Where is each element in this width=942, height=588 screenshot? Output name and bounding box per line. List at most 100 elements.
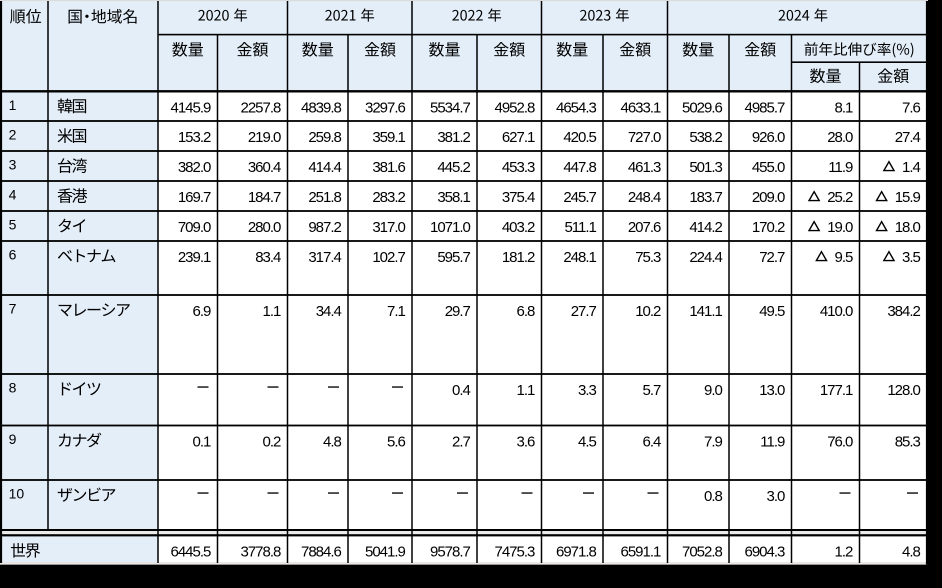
svg-text:183.7: 183.7 bbox=[689, 189, 722, 206]
svg-text:4.8: 4.8 bbox=[902, 544, 921, 561]
svg-text:538.2: 538.2 bbox=[689, 129, 722, 146]
svg-text:410.0: 410.0 bbox=[820, 303, 853, 320]
svg-text:926.0: 926.0 bbox=[752, 129, 785, 146]
svg-text:3778.8: 3778.8 bbox=[241, 544, 282, 561]
svg-text:709.0: 709.0 bbox=[178, 219, 211, 236]
svg-text:34.4: 34.4 bbox=[316, 303, 342, 320]
svg-text:9: 9 bbox=[9, 431, 17, 447]
svg-text:381.6: 381.6 bbox=[372, 159, 405, 176]
svg-text:461.3: 461.3 bbox=[628, 159, 661, 176]
svg-text:9578.7: 9578.7 bbox=[430, 544, 471, 561]
svg-text:358.1: 358.1 bbox=[437, 189, 470, 206]
svg-text:27.4: 27.4 bbox=[895, 129, 921, 146]
svg-text:595.7: 595.7 bbox=[437, 249, 470, 266]
svg-text:76.0: 76.0 bbox=[827, 434, 853, 451]
svg-text:10: 10 bbox=[9, 486, 25, 502]
svg-text:414.4: 414.4 bbox=[308, 159, 341, 176]
svg-text:13.0: 13.0 bbox=[759, 382, 785, 399]
svg-text:445.2: 445.2 bbox=[437, 159, 470, 176]
svg-text:207.6: 207.6 bbox=[628, 219, 661, 236]
svg-text:6: 6 bbox=[9, 247, 17, 263]
svg-text:19.0: 19.0 bbox=[827, 219, 853, 236]
svg-text:8.1: 8.1 bbox=[835, 99, 854, 116]
svg-text:5.7: 5.7 bbox=[643, 382, 662, 399]
svg-text:2257.8: 2257.8 bbox=[241, 99, 282, 116]
svg-text:317.0: 317.0 bbox=[372, 219, 405, 236]
svg-text:5534.7: 5534.7 bbox=[430, 99, 471, 116]
svg-text:83.4: 83.4 bbox=[255, 249, 281, 266]
svg-text:177.1: 177.1 bbox=[820, 382, 853, 399]
svg-text:1.2: 1.2 bbox=[835, 544, 854, 561]
svg-text:317.4: 317.4 bbox=[308, 249, 341, 266]
svg-text:7.1: 7.1 bbox=[387, 303, 406, 320]
svg-text:0.8: 0.8 bbox=[704, 488, 723, 505]
svg-text:209.0: 209.0 bbox=[752, 189, 785, 206]
svg-text:3.3: 3.3 bbox=[578, 382, 597, 399]
svg-text:8: 8 bbox=[9, 380, 17, 396]
svg-text:3.6: 3.6 bbox=[517, 434, 536, 451]
svg-text:11.9: 11.9 bbox=[760, 434, 785, 451]
svg-text:7475.3: 7475.3 bbox=[495, 544, 536, 561]
svg-text:153.2: 153.2 bbox=[178, 129, 211, 146]
svg-text:6.8: 6.8 bbox=[517, 303, 536, 320]
svg-text:727.0: 727.0 bbox=[628, 129, 661, 146]
svg-text:6971.8: 6971.8 bbox=[556, 544, 597, 561]
svg-text:224.4: 224.4 bbox=[689, 249, 722, 266]
svg-text:28.0: 28.0 bbox=[827, 129, 853, 146]
svg-text:248.4: 248.4 bbox=[628, 189, 661, 206]
svg-text:511.1: 511.1 bbox=[564, 219, 596, 236]
svg-text:360.4: 360.4 bbox=[248, 159, 281, 176]
svg-text:0.1: 0.1 bbox=[193, 434, 212, 451]
svg-text:181.2: 181.2 bbox=[502, 249, 535, 266]
svg-text:5041.9: 5041.9 bbox=[365, 544, 406, 561]
svg-text:4.5: 4.5 bbox=[578, 434, 597, 451]
svg-text:102.7: 102.7 bbox=[372, 249, 405, 266]
svg-text:6904.3: 6904.3 bbox=[745, 544, 786, 561]
svg-text:453.3: 453.3 bbox=[502, 159, 535, 176]
svg-text:49.5: 49.5 bbox=[759, 303, 785, 320]
svg-text:7.9: 7.9 bbox=[704, 434, 723, 451]
svg-text:4654.3: 4654.3 bbox=[556, 99, 597, 116]
svg-text:2.7: 2.7 bbox=[452, 434, 471, 451]
svg-text:3: 3 bbox=[9, 157, 17, 173]
svg-text:7884.6: 7884.6 bbox=[301, 544, 342, 561]
svg-text:382.0: 382.0 bbox=[178, 159, 211, 176]
svg-text:4633.1: 4633.1 bbox=[621, 99, 662, 116]
svg-text:987.2: 987.2 bbox=[308, 219, 341, 236]
svg-text:85.3: 85.3 bbox=[895, 434, 921, 451]
svg-text:251.8: 251.8 bbox=[308, 189, 341, 206]
svg-text:4: 4 bbox=[9, 187, 17, 203]
svg-text:5029.6: 5029.6 bbox=[682, 99, 723, 116]
svg-text:170.2: 170.2 bbox=[752, 219, 785, 236]
svg-text:3.0: 3.0 bbox=[767, 488, 786, 505]
svg-text:420.5: 420.5 bbox=[563, 129, 596, 146]
svg-text:18.0: 18.0 bbox=[895, 219, 921, 236]
svg-text:219.0: 219.0 bbox=[248, 129, 281, 146]
svg-text:4839.8: 4839.8 bbox=[301, 99, 342, 116]
svg-text:9.5: 9.5 bbox=[835, 249, 854, 266]
svg-text:283.2: 283.2 bbox=[372, 189, 405, 206]
svg-text:128.0: 128.0 bbox=[887, 382, 920, 399]
svg-text:1.1: 1.1 bbox=[517, 382, 536, 399]
svg-text:29.7: 29.7 bbox=[445, 303, 471, 320]
svg-text:414.2: 414.2 bbox=[689, 219, 722, 236]
svg-text:6591.1: 6591.1 bbox=[621, 544, 662, 561]
svg-text:4.8: 4.8 bbox=[323, 434, 342, 451]
svg-text:245.7: 245.7 bbox=[563, 189, 596, 206]
svg-text:1.1: 1.1 bbox=[263, 303, 282, 320]
svg-text:403.2: 403.2 bbox=[502, 219, 535, 236]
svg-text:10.2: 10.2 bbox=[635, 303, 661, 320]
svg-text:4952.8: 4952.8 bbox=[495, 99, 536, 116]
svg-text:501.3: 501.3 bbox=[689, 159, 722, 176]
svg-text:627.1: 627.1 bbox=[502, 129, 535, 146]
svg-text:5.6: 5.6 bbox=[387, 434, 406, 451]
svg-text:6445.5: 6445.5 bbox=[171, 544, 212, 561]
svg-text:4145.9: 4145.9 bbox=[171, 99, 212, 116]
svg-text:1: 1 bbox=[9, 97, 17, 113]
svg-text:359.1: 359.1 bbox=[372, 129, 405, 146]
svg-text:7.6: 7.6 bbox=[902, 99, 921, 116]
svg-text:3297.6: 3297.6 bbox=[365, 99, 406, 116]
svg-text:6.9: 6.9 bbox=[193, 303, 212, 320]
svg-text:1071.0: 1071.0 bbox=[430, 219, 471, 236]
svg-text:11.9: 11.9 bbox=[828, 159, 853, 176]
